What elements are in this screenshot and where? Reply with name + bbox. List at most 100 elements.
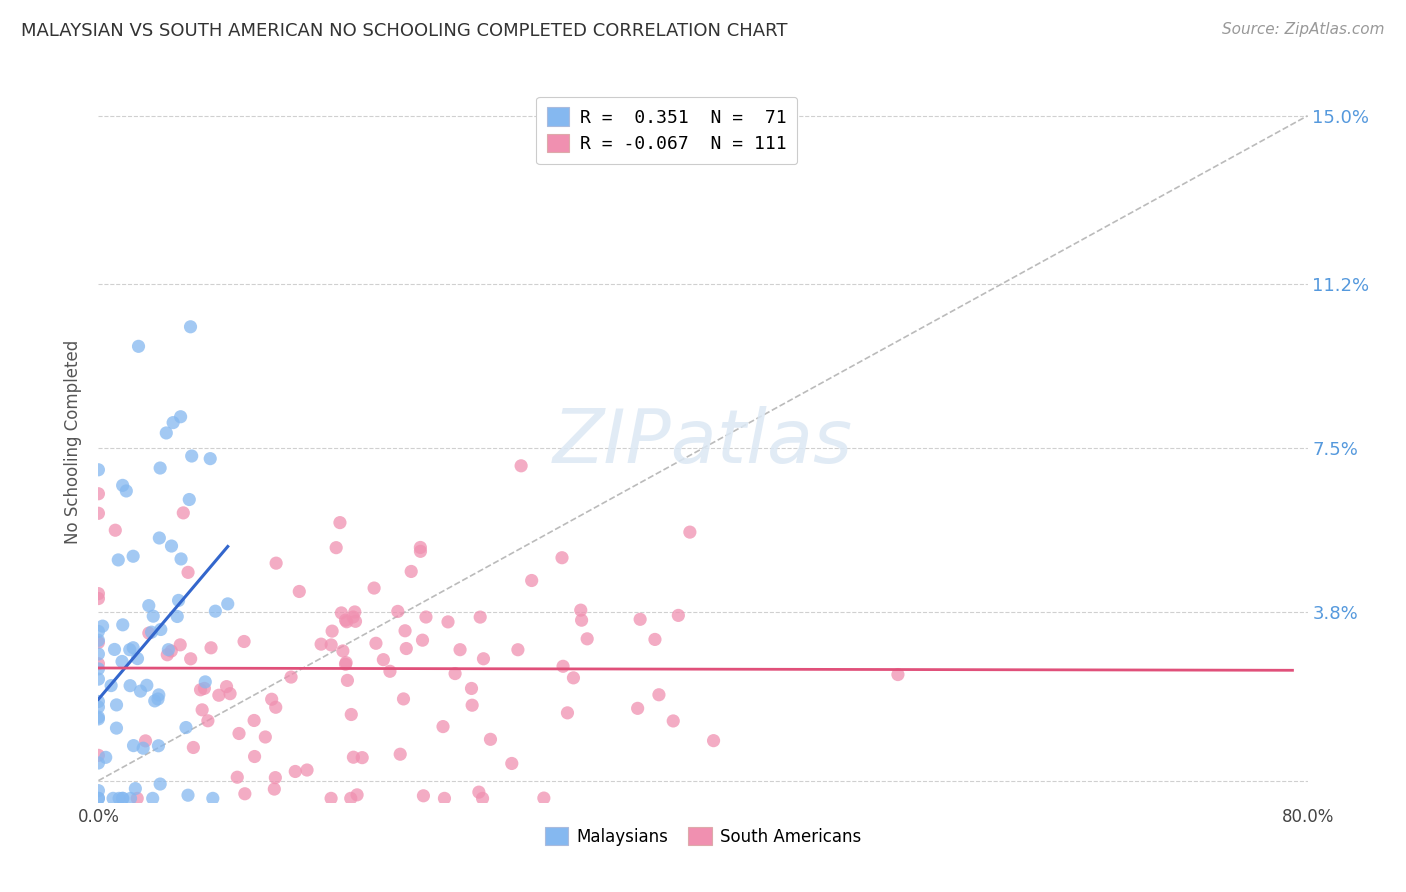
Point [87,694,110,708]
Point [87,635,110,649]
Point [197,714,219,728]
Text: ZIPatlas: ZIPatlas [553,406,853,477]
Point [162,416,184,430]
Point [335,657,357,672]
Point [142,791,165,805]
Point [111,791,134,805]
Point [264,700,287,714]
Point [329,516,352,530]
Point [115,483,138,498]
Point [703,733,725,747]
Point [160,644,183,658]
Point [100,679,122,693]
Point [332,644,354,658]
Point [87,647,110,661]
Point [87,672,110,686]
Y-axis label: No Schooling Completed: No Schooling Completed [65,340,83,543]
Point [666,608,689,623]
Point [335,656,357,670]
Point [87,791,110,805]
Point [412,633,434,648]
Point [321,624,343,639]
Point [101,791,124,805]
Point [129,684,152,698]
Point [167,593,190,607]
Point [87,748,110,763]
Point [263,782,285,797]
Point [501,756,523,771]
Point [103,642,125,657]
Point [87,463,110,477]
Point [576,632,599,646]
Point [571,613,593,627]
Point [437,615,460,629]
Point [193,681,215,696]
Point [533,791,555,805]
Point [87,712,110,726]
Point [387,604,409,618]
Point [342,750,364,764]
Point [180,652,202,666]
Point [343,605,366,619]
Point [295,763,318,777]
Point [395,641,418,656]
Point [319,791,342,805]
Point [87,587,110,601]
Legend: Malaysians, South Americans: Malaysians, South Americans [538,821,868,852]
Point [510,458,533,473]
Point [148,688,170,702]
Point [87,624,110,639]
Point [134,734,156,748]
Point [157,642,180,657]
Point [122,739,145,753]
Point [364,636,387,650]
Point [204,604,226,618]
Point [148,739,170,753]
Point [432,720,454,734]
Point [128,339,150,353]
Point [219,687,242,701]
Point [506,642,529,657]
Point [336,673,359,688]
Point [551,550,574,565]
Point [309,637,332,651]
Point [648,688,671,702]
Point [394,624,416,638]
Point [87,487,110,501]
Point [433,791,456,805]
Point [392,692,415,706]
Point [120,679,142,693]
Point [105,698,128,712]
Point [201,791,224,805]
Point [233,787,256,801]
Point [87,783,110,797]
Point [662,714,685,728]
Point [346,788,368,802]
Point [628,612,651,626]
Point [449,642,471,657]
Point [108,791,131,805]
Point [135,678,157,692]
Point [105,721,128,735]
Point [143,694,166,708]
Point [142,609,165,624]
Point [520,574,543,588]
Point [200,451,222,466]
Point [146,692,169,706]
Point [228,726,250,740]
Point [468,785,491,799]
Point [288,584,311,599]
Point [111,655,134,669]
Point [118,642,141,657]
Point [679,525,702,540]
Point [254,730,277,744]
Point [280,670,302,684]
Point [91,619,114,633]
Point [87,700,110,714]
Text: MALAYSIAN VS SOUTH AMERICAN NO SCHOOLING COMPLETED CORRELATION CHART: MALAYSIAN VS SOUTH AMERICAN NO SCHOOLING… [21,22,787,40]
Point [562,671,585,685]
Point [336,615,359,629]
Point [200,640,222,655]
Point [141,625,163,640]
Point [243,714,266,728]
